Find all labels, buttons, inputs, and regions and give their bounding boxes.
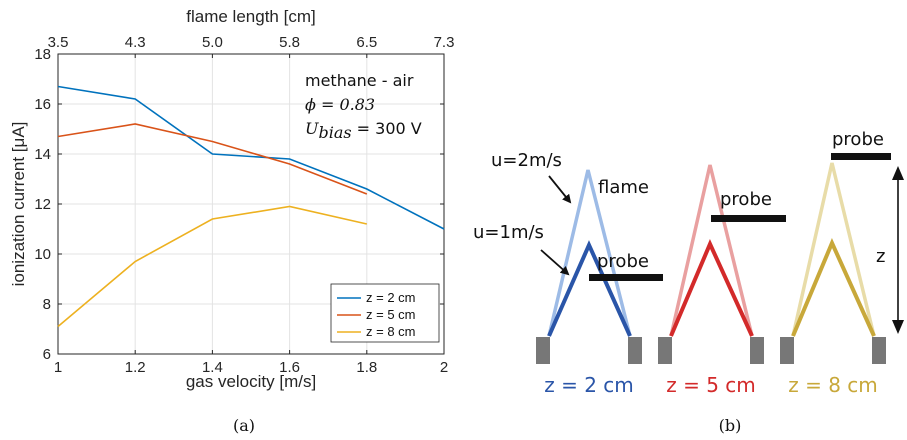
label-z: z <box>876 246 885 267</box>
top-tick-label: 7.3 <box>434 34 455 51</box>
annotation-ubias-subscript: bias <box>318 123 351 142</box>
legend-label: z = 2 cm <box>366 290 416 305</box>
annotation-mixture: methane - air <box>305 71 414 90</box>
flame-z8 <box>780 153 891 364</box>
line-chart: 1 1.2 1.4 1.6 1.8 2 6 8 10 12 14 16 18 3.5 4.3 5.0 5.8… <box>9 7 454 391</box>
x-tick-label: 1 <box>54 359 62 376</box>
y-tick-label: 12 <box>34 196 51 213</box>
legend: z = 2 cm z = 5 cm z = 8 cm <box>330 283 440 343</box>
z-arrow-up-icon <box>892 166 904 180</box>
probe-bar <box>831 153 891 160</box>
top-tick-label: 3.5 <box>48 34 69 51</box>
label-probe-3: probe <box>832 129 884 150</box>
y-tick-label: 10 <box>34 246 51 263</box>
y-tick-label: 16 <box>34 96 51 113</box>
series-line-3 <box>57 205 367 328</box>
x-tick-label: 2 <box>440 359 448 376</box>
pointer-arrow-u2 <box>548 175 572 204</box>
label-probe-1: probe <box>597 251 649 272</box>
top-tick-label: 4.3 <box>125 34 146 51</box>
pointer-arrow-u1 <box>540 249 570 276</box>
caption-a: (a) <box>233 416 255 435</box>
flame-outline-slow <box>669 239 754 337</box>
label-z5: z = 5 cm <box>666 373 756 397</box>
x-tick-label: 1.2 <box>125 359 146 376</box>
y-tick-label: 8 <box>43 296 51 313</box>
y-tick-label: 18 <box>34 46 51 63</box>
label-z8: z = 8 cm <box>788 373 878 397</box>
x-axis-label: gas velocity [m/s] <box>186 372 316 391</box>
y-axis-label: ionization current [μA] <box>9 122 28 287</box>
label-u2: u=2m/s <box>491 150 562 171</box>
series-line-1 <box>57 85 445 230</box>
label-z2: z = 2 cm <box>544 373 634 397</box>
flame-probe-diagram: u=2m/s u=1m/s flame probe probe probe z … <box>473 129 904 397</box>
caption-b: (b) <box>719 416 742 435</box>
z-arrow-down-icon <box>892 320 904 334</box>
burner-left <box>536 337 550 364</box>
y-tick-label: 6 <box>43 346 51 363</box>
top-tick-label: 6.5 <box>356 34 377 51</box>
y-tick-labels: 6 8 10 12 14 16 18 <box>34 46 51 363</box>
top-tick-label: 5.0 <box>202 34 223 51</box>
label-flame: flame <box>598 177 649 198</box>
probe-bar <box>589 274 663 281</box>
x-tick-label: 1.8 <box>356 359 377 376</box>
burner-left <box>658 337 672 364</box>
series-lines <box>57 85 445 328</box>
burner-right <box>872 337 886 364</box>
flame-outline-fast <box>791 162 876 337</box>
label-u1: u=1m/s <box>473 222 544 243</box>
flame-outline-fast <box>669 164 754 337</box>
annotation-phi: ϕ = 0.83 <box>305 95 375 114</box>
grid <box>58 54 444 354</box>
burner-left <box>780 337 794 364</box>
flame-z5 <box>658 164 786 364</box>
tick-marks <box>57 53 445 355</box>
annotation-ubias-value: = 300 V <box>352 119 422 138</box>
flame-z2 <box>536 169 663 364</box>
flame-outline-slow <box>547 240 632 337</box>
probe-bar <box>711 215 786 222</box>
x-tick-label: 1.4 <box>202 359 223 376</box>
top-axis-label: flame length [cm] <box>186 7 315 26</box>
annotation-ubias: Ubias = 300 V <box>305 119 422 142</box>
x-tick-label: 1.6 <box>279 359 300 376</box>
label-probe-2: probe <box>720 189 772 210</box>
burner-right <box>628 337 642 364</box>
x-tick-labels: 1 1.2 1.4 1.6 1.8 2 <box>54 359 448 376</box>
top-tick-labels: 3.5 4.3 5.0 5.8 6.5 7.3 <box>48 34 455 51</box>
annotation-ubias-symbol: U <box>305 119 319 138</box>
y-tick-label: 14 <box>34 146 51 163</box>
top-tick-label: 5.8 <box>279 34 300 51</box>
burner-right <box>750 337 764 364</box>
flame-outline-slow <box>791 237 876 337</box>
series-line-2 <box>57 123 368 195</box>
legend-label: z = 5 cm <box>366 307 416 322</box>
legend-label: z = 8 cm <box>366 324 416 339</box>
legend-items: z = 2 cm z = 5 cm z = 8 cm <box>337 290 416 339</box>
